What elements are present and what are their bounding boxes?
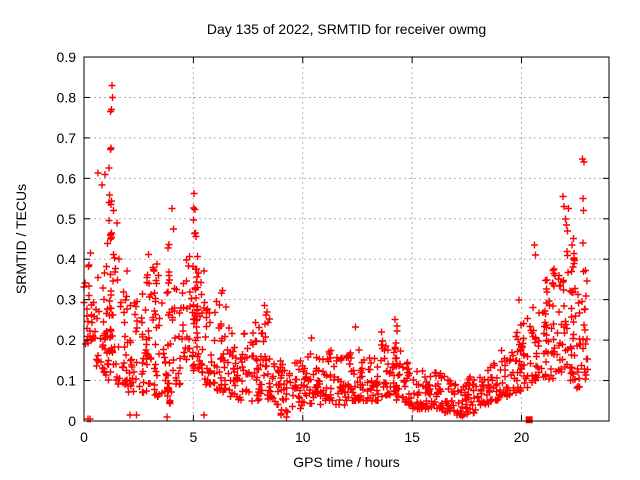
scatter-points — [80, 82, 591, 423]
y-tick-label: 0.4 — [57, 251, 77, 267]
y-tick-label: 0.2 — [57, 332, 77, 348]
x-tick-label: 15 — [404, 429, 420, 445]
square-marker — [525, 416, 533, 424]
x-tick-label: 20 — [514, 429, 530, 445]
y-tick-label: 0.1 — [57, 373, 77, 389]
x-axis-label: GPS time / hours — [293, 454, 400, 470]
y-tick-label: 0.6 — [57, 170, 77, 186]
chart-title: Day 135 of 2022, SRMTID for receiver owm… — [206, 21, 487, 37]
x-tick-label: 10 — [295, 429, 311, 445]
y-tick-label: 0 — [68, 413, 76, 429]
y-tick-label: 0.3 — [57, 292, 77, 308]
y-tick-label: 0.5 — [57, 211, 77, 227]
x-tick-label: 5 — [189, 429, 197, 445]
y-tick-label: 0.9 — [57, 49, 77, 65]
x-tick-label: 0 — [80, 429, 88, 445]
y-tick-label: 0.7 — [57, 130, 77, 146]
y-tick-label: 0.8 — [57, 89, 77, 105]
plot-frame — [83, 56, 610, 422]
